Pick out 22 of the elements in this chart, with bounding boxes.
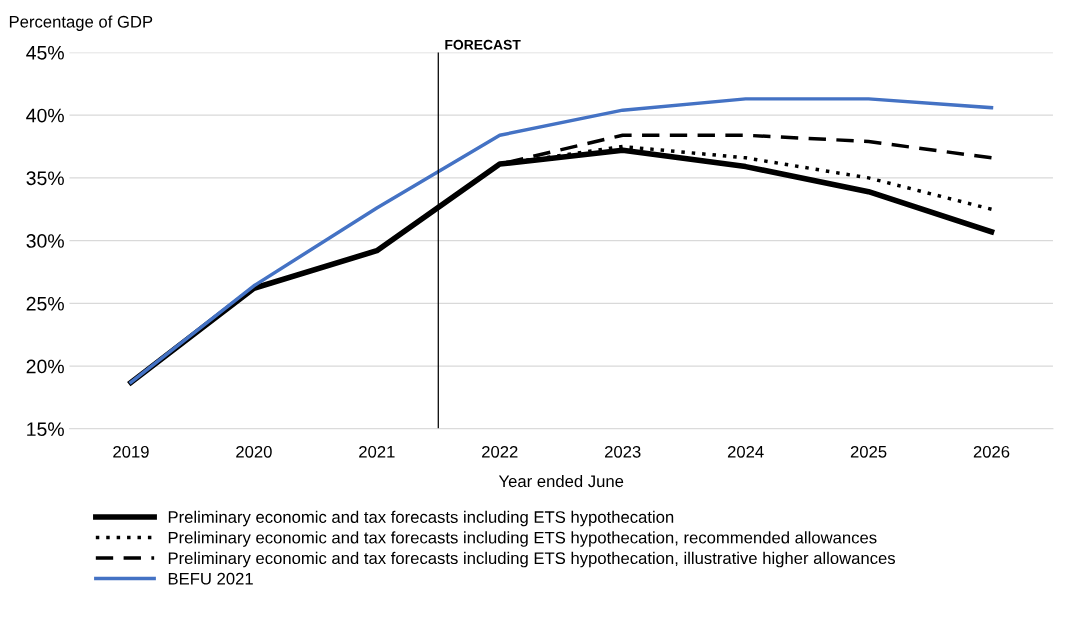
y-tick-label: 15% [27, 422, 64, 437]
x-tick-label: 2023 [604, 445, 641, 458]
x-tick-label: 2026 [973, 445, 1010, 458]
y-tick-label: 25% [26, 296, 64, 311]
x-tick-label: 2021 [359, 445, 395, 458]
y-tick-label: 30% [26, 234, 64, 248]
x-tick-label: 2020 [236, 445, 272, 458]
ref-line-label: FORECAST [445, 39, 521, 50]
y-tick-label: 20% [26, 359, 64, 374]
y-tick-label: 45% [26, 46, 64, 60]
legend-label: Preliminary economic and tax forecasts including ETS hypothecation, illustrative higher allowances [168, 551, 896, 568]
y-axis-title: Percentage of GDP [9, 15, 153, 31]
x-tick-label: 2019 [113, 445, 149, 458]
x-tick-label: 2025 [850, 445, 887, 458]
x-tick-label: 2022 [482, 445, 518, 458]
legend-label: BEFU 2021 [168, 572, 253, 585]
y-tick-label: 35% [26, 171, 64, 186]
x-axis-title: Year ended June [498, 474, 624, 488]
x-tick-label: 2024 [727, 445, 764, 458]
legend-label: Preliminary economic and tax forecasts including ETS hypothecation, recommended allowances [168, 531, 877, 547]
y-tick-label: 40% [26, 108, 64, 123]
legend-label: Preliminary economic and tax forecasts including ETS hypothecation [168, 510, 674, 527]
